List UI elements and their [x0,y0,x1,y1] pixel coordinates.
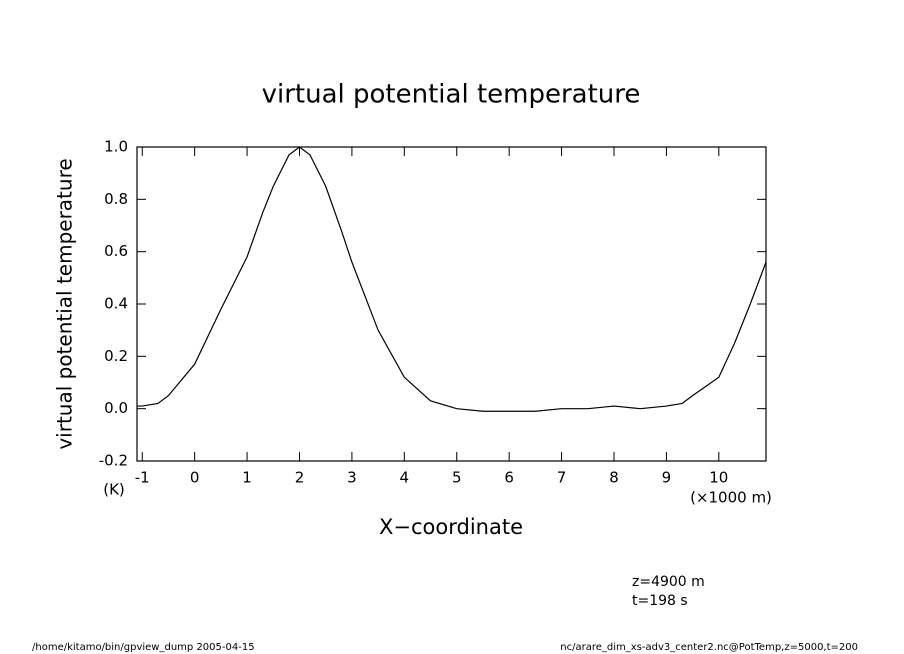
x-tick-label: 10 [709,469,728,487]
x-unit: (×1000 m) [690,489,772,507]
x-tick-label: 1 [242,469,252,487]
x-tick-label: 2 [295,469,305,487]
y-tick-label: 0.4 [104,295,128,313]
annotation: z=4900 m [632,574,705,590]
x-tick-label: 6 [504,469,514,487]
y-tick-label: 0.2 [104,347,128,365]
x-tick-label: -1 [135,469,150,487]
y-tick-label: 0.0 [104,399,128,417]
x-axis-label: X−coordinate [379,515,523,539]
data-line [137,146,767,412]
chart-title: virtual potential temperature [262,80,641,110]
y-tick-label: 1.0 [104,138,128,156]
y-tick-label: 0.8 [104,190,128,208]
annotation: t=198 s [632,593,688,609]
y-axis-label: virtual potential temperature [53,158,77,449]
x-tick-label: 0 [190,469,200,487]
y-tick-label: -0.2 [99,452,128,470]
footer: nc/arare_dim_xs-adv3_center2.nc@PotTemp,… [560,642,858,653]
footer: /home/kitamo/bin/gpview_dump 2005-04-15 [32,642,255,653]
y-unit: (K) [103,481,125,499]
x-tick-label: 9 [662,469,672,487]
x-tick-label: 3 [347,469,357,487]
x-tick-label: 5 [452,469,462,487]
x-tick-label: 7 [557,469,567,487]
y-tick-label: 0.6 [104,242,128,260]
x-tick-label: 4 [400,469,410,487]
x-tick-label: 8 [609,469,619,487]
